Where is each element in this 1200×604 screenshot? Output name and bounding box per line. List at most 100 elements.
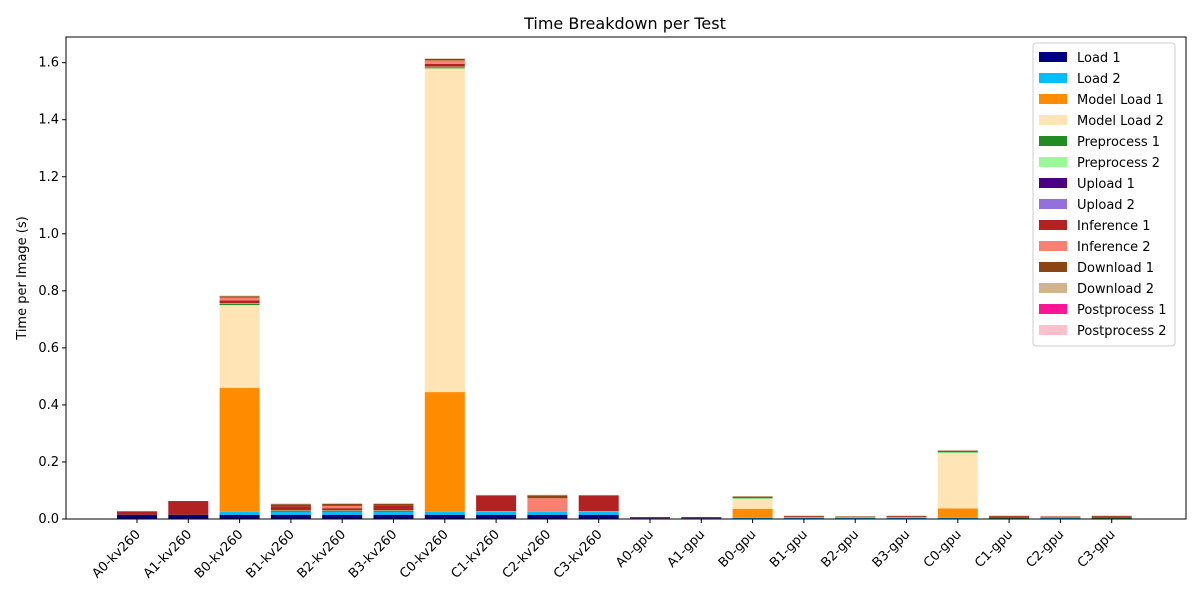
x-axis-ticks: A0-kv260A1-kv260B0-kv260B1-kv260B2-kv260…	[89, 519, 1119, 582]
bar-segment	[219, 514, 260, 519]
legend-swatch	[1039, 52, 1067, 62]
legend-label: Load 2	[1077, 72, 1121, 87]
bar-segment	[989, 515, 1030, 517]
bar-segment	[989, 515, 1030, 517]
bar-segment	[219, 296, 260, 298]
bar-segment	[937, 451, 978, 453]
x-tick-label: C2-kv260	[500, 527, 555, 582]
bar-segment	[322, 505, 363, 509]
bar-segment	[322, 503, 363, 504]
bar-segment	[168, 501, 209, 515]
legend-label: Model Load 1	[1077, 93, 1164, 108]
legend-label: Postprocess 2	[1077, 324, 1167, 339]
legend-swatch	[1039, 220, 1067, 230]
bar-segment	[732, 496, 773, 498]
bar-segment	[270, 503, 311, 505]
bar-segment	[578, 511, 619, 512]
bar-segment	[373, 510, 414, 512]
bar-segment	[835, 517, 876, 518]
legend-label: Download 2	[1077, 282, 1154, 297]
bar-segment	[732, 496, 773, 497]
bar-segment	[270, 511, 311, 515]
bar-segment	[886, 515, 927, 517]
bar-segment	[937, 452, 978, 453]
bar-segment	[1091, 516, 1132, 518]
x-tick-label: C2-gpu	[1024, 527, 1068, 571]
bar-segment	[578, 511, 619, 515]
y-tick-label: 0.2	[38, 455, 59, 470]
bar-segment	[373, 505, 414, 511]
legend-label: Model Load 2	[1077, 114, 1164, 129]
x-tick-label: C1-kv260	[448, 527, 503, 582]
bar-segment	[424, 63, 465, 67]
bar-segment	[424, 68, 465, 393]
bar-segment	[835, 517, 876, 519]
bar-segment	[527, 511, 568, 512]
bar-segment	[373, 503, 414, 504]
bar-segment	[527, 511, 568, 515]
legend-swatch	[1039, 73, 1067, 83]
x-tick-label: C1-gpu	[972, 527, 1016, 571]
bar-segment	[1040, 516, 1081, 518]
bar-segment	[527, 514, 568, 519]
bar-segment	[322, 514, 363, 519]
bar-segment	[1040, 517, 1081, 519]
bar-segment	[1091, 515, 1132, 517]
bar-segment	[373, 511, 414, 512]
bar-segment	[835, 517, 876, 518]
legend-box	[1032, 42, 1176, 347]
bar-segment	[322, 510, 363, 512]
bar-segment	[373, 511, 414, 515]
bar-segment	[937, 508, 978, 518]
bar-segment	[424, 392, 465, 512]
y-tick-label: 0.0	[38, 512, 59, 527]
bars-layer	[117, 58, 1132, 519]
bar-segment	[373, 514, 414, 519]
legend-swatch	[1039, 157, 1067, 167]
bar-segment	[117, 514, 157, 519]
x-tick-label: B1-kv260	[243, 527, 297, 581]
bar-segment	[630, 517, 670, 519]
bar-segment	[732, 497, 773, 498]
y-tick-label: 1.0	[38, 227, 59, 242]
bar-segment	[835, 516, 876, 517]
bar-segment	[578, 514, 619, 519]
legend-swatch	[1039, 241, 1067, 251]
bar-segment	[373, 503, 414, 506]
x-tick-label: B3-gpu	[870, 527, 914, 571]
bar-segment	[732, 508, 773, 518]
y-tick-label: 1.6	[38, 56, 59, 71]
bar-segment	[527, 498, 568, 512]
legend: Load 1 Load 2 Model Load 1 Model Load 2 Prep…	[1032, 42, 1176, 347]
legend-swatch	[1039, 325, 1067, 335]
bar-segment	[219, 295, 260, 297]
x-tick-label: C3-kv260	[551, 527, 606, 582]
bar-segment	[1040, 516, 1081, 517]
bar-segment	[783, 516, 824, 517]
bar-segment	[937, 452, 978, 509]
bar-segment	[270, 511, 311, 512]
bar-segment	[219, 297, 260, 301]
x-tick-label: B2-kv260	[295, 527, 349, 581]
bar-segment	[424, 514, 465, 519]
bar-segment	[424, 58, 465, 59]
legend-label: Inference 1	[1077, 219, 1151, 234]
bar-segment	[937, 517, 978, 519]
bar-segment	[219, 303, 260, 304]
y-tick-label: 0.6	[38, 341, 59, 356]
bar-segment	[476, 495, 517, 512]
bar-segment	[527, 494, 568, 496]
y-tick-label: 1.4	[38, 113, 59, 128]
bar-segment	[219, 305, 260, 388]
x-tick-label: B0-gpu	[716, 527, 760, 571]
bar-segment	[424, 511, 465, 515]
y-axis-label: Time per Image (s)	[15, 216, 30, 340]
bar-segment	[732, 497, 773, 499]
bar-segment	[783, 517, 824, 519]
bar-segment	[989, 517, 1030, 519]
legend-label: Upload 2	[1077, 198, 1135, 213]
x-tick-label: C3-gpu	[1075, 527, 1119, 571]
bar-segment	[732, 517, 773, 519]
bar-segment	[783, 515, 824, 517]
bar-segment	[1040, 515, 1081, 517]
